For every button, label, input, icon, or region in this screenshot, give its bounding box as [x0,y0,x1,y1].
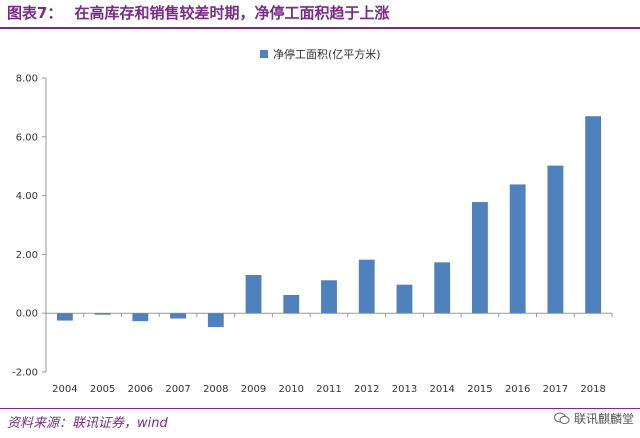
legend-label: 净停工面积(亿平方米) [273,47,381,61]
source-note: 资料来源：联讯证券，wind [7,416,168,431]
bar-2010 [283,294,300,314]
y-tick-label: 8.00 [16,74,38,85]
x-tick-labels: 2004 2005 2006 2007 2008 2009 2010 2011 2012 2013… [52,384,606,395]
bar-2008 [207,313,224,328]
bar-2004 [56,313,73,321]
bar-2016 [509,184,526,314]
chart-axes [42,77,613,373]
bar-2017 [547,165,564,314]
x-tick-label: 2007 [165,384,190,395]
y-tick-label: 0.00 [16,309,38,320]
y-tick-labels: -2.00 0.00 2.00 4.00 6.00 8.00 [12,74,38,379]
y-tick-label: -2.00 [12,368,38,379]
bar-2014 [434,262,451,314]
chart-legend: 净停工面积(亿平方米) [260,47,381,61]
legend-swatch [260,50,268,58]
bar-2006 [132,313,149,322]
x-tick-label: 2015 [467,384,492,395]
wechat-icon [553,412,570,425]
x-tick-label: 2016 [505,384,530,395]
watermark-text: 联讯麒麟堂 [573,412,634,426]
bar-2013 [396,284,413,314]
bar-2012 [358,259,375,314]
y-tick-label: 6.00 [16,132,38,143]
y-tick-label: 2.00 [16,250,38,261]
x-tick-label: 2011 [316,384,341,395]
bar-2011 [321,280,337,314]
bar-2007 [170,313,186,319]
figure-title: 图表7： 在高库存和销售较差时期，净停工面积趋于上涨 [7,2,389,23]
bar-2009 [245,274,262,314]
figure-title-text: 在高库存和销售较差时期，净停工面积趋于上涨 [74,4,390,22]
x-tick-label: 2004 [52,384,77,395]
x-tick-label: 2008 [203,384,228,395]
x-tick-label: 2005 [90,384,115,395]
y-tick-label: 4.00 [16,191,38,202]
x-tick-label: 2010 [279,384,304,395]
bar-chart: 净停工面积(亿平方米) 2004 2005 2006 2007 2008 2009 2010… [12,47,613,395]
x-tick-label: 2017 [543,384,568,395]
x-tick-label: 2013 [392,384,417,395]
x-tick-label: 2018 [580,384,605,395]
bar-2005 [94,313,111,315]
bar-2018 [585,116,602,314]
title-divider [0,27,640,29]
figure-number: 图表7： [7,4,63,22]
bar-2015 [472,202,488,314]
x-tick-label: 2006 [128,384,153,395]
x-tick-label: 2012 [354,384,379,395]
x-tick-label: 2014 [429,384,454,395]
watermark: 联讯麒麟堂 [553,410,634,427]
x-tick-label: 2009 [241,384,266,395]
footer-divider [0,408,640,409]
chart-bars [56,116,602,328]
